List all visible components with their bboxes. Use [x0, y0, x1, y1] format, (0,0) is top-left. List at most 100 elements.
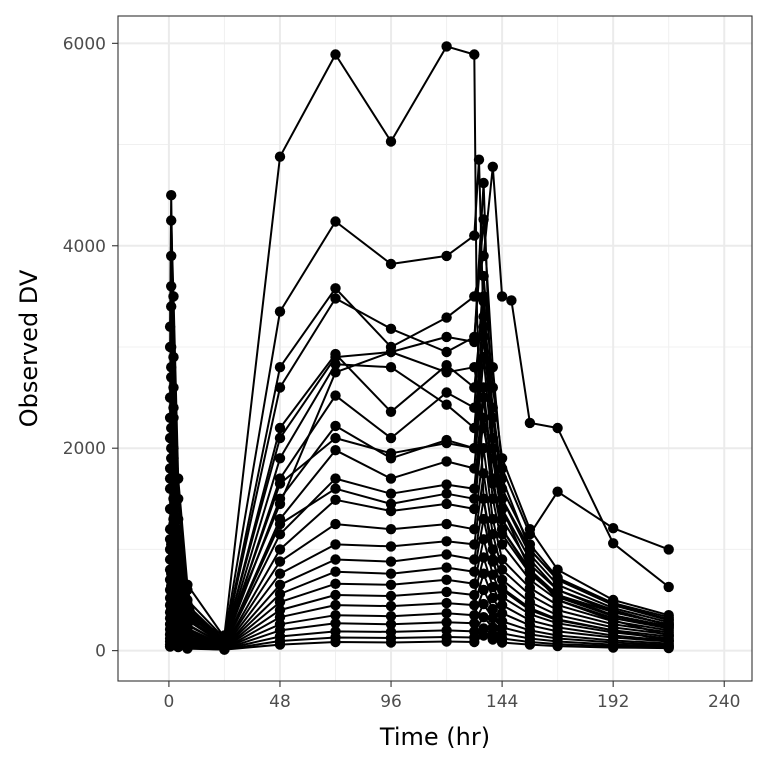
- data-point: [496, 483, 508, 494]
- data-point: [164, 432, 176, 444]
- data-point: [487, 529, 498, 540]
- data-point: [330, 518, 341, 530]
- data-point: [608, 611, 619, 622]
- x-tick-label: 192: [597, 692, 629, 712]
- data-point: [168, 518, 179, 530]
- data-point: [469, 443, 480, 454]
- data-point: [191, 615, 202, 626]
- data-point: [469, 493, 480, 504]
- data-point: [166, 215, 177, 226]
- data-point: [487, 453, 498, 464]
- data-point: [385, 556, 397, 567]
- data-point: [608, 598, 619, 610]
- data-point: [330, 554, 341, 565]
- data-point: [173, 549, 184, 560]
- data-point: [166, 591, 177, 603]
- data-point: [385, 541, 397, 552]
- data-point: [469, 589, 480, 601]
- data-point: [274, 529, 286, 540]
- data-point: [478, 177, 489, 189]
- data-point: [166, 281, 177, 292]
- data-point: [478, 311, 489, 322]
- data-point: [478, 392, 489, 403]
- data-point: [441, 536, 452, 547]
- data-point: [330, 483, 341, 494]
- data-point: [496, 513, 508, 525]
- data-point: [496, 473, 508, 484]
- data-point: [487, 493, 498, 504]
- data-point: [478, 630, 489, 641]
- data-point: [496, 637, 508, 648]
- data-point: [608, 523, 619, 534]
- data-point: [385, 600, 397, 612]
- data-point: [663, 581, 674, 593]
- data-point: [182, 643, 193, 654]
- data-point: [478, 382, 489, 393]
- data-point: [385, 323, 397, 334]
- data-point: [487, 382, 498, 393]
- data-point: [166, 612, 177, 623]
- data-point: [441, 456, 452, 467]
- data-point: [385, 524, 397, 535]
- data-point: [441, 250, 452, 262]
- x-tick-label: 48: [269, 692, 291, 712]
- data-point: [552, 574, 563, 585]
- data-point: [496, 463, 508, 474]
- data-point: [330, 49, 341, 60]
- data-point: [166, 422, 177, 434]
- data-point: [274, 498, 286, 510]
- data-point: [441, 479, 452, 490]
- data-point: [168, 382, 179, 393]
- data-point: [473, 154, 485, 165]
- y-tick-label: 6000: [63, 34, 106, 54]
- x-axis-title: Time (hr): [379, 723, 490, 751]
- data-point: [330, 216, 341, 227]
- data-point: [496, 453, 508, 464]
- data-point: [441, 346, 452, 358]
- data-point: [487, 569, 498, 580]
- data-point: [524, 639, 536, 650]
- y-tick-label: 0: [95, 642, 106, 662]
- data-point: [487, 603, 498, 615]
- data-point: [385, 473, 397, 484]
- data-point: [330, 610, 341, 621]
- data-point: [385, 611, 397, 622]
- data-point: [478, 598, 489, 610]
- data-point: [330, 367, 341, 378]
- data-point: [469, 618, 480, 629]
- data-point: [274, 453, 286, 464]
- data-point: [441, 617, 452, 628]
- data-point: [330, 390, 341, 401]
- data-point: [441, 574, 452, 585]
- data-point: [441, 387, 452, 398]
- data-point: [173, 579, 184, 590]
- data-point: [552, 640, 563, 652]
- data-point: [469, 230, 480, 241]
- data-point: [330, 599, 341, 611]
- data-point: [385, 432, 397, 444]
- data-point: [385, 498, 397, 510]
- data-point: [487, 544, 498, 555]
- data-point: [441, 488, 452, 499]
- data-point: [487, 402, 498, 413]
- data-point: [478, 612, 489, 623]
- data-point: [164, 341, 176, 353]
- data-point: [487, 432, 498, 444]
- data-point: [496, 591, 508, 603]
- data-point: [469, 483, 480, 494]
- data-point: [496, 564, 508, 575]
- data-point: [608, 538, 619, 549]
- data-point: [330, 636, 341, 648]
- data-point: [478, 214, 489, 225]
- data-point: [478, 296, 489, 307]
- data-point: [164, 534, 176, 545]
- data-point: [478, 493, 489, 504]
- data-point: [274, 588, 286, 600]
- data-point: [441, 518, 452, 530]
- data-point: [274, 579, 286, 590]
- data-point: [274, 382, 286, 393]
- x-tick-label: 0: [163, 692, 174, 712]
- data-point: [469, 524, 480, 535]
- gridlines: [118, 16, 752, 681]
- data-point: [385, 362, 397, 373]
